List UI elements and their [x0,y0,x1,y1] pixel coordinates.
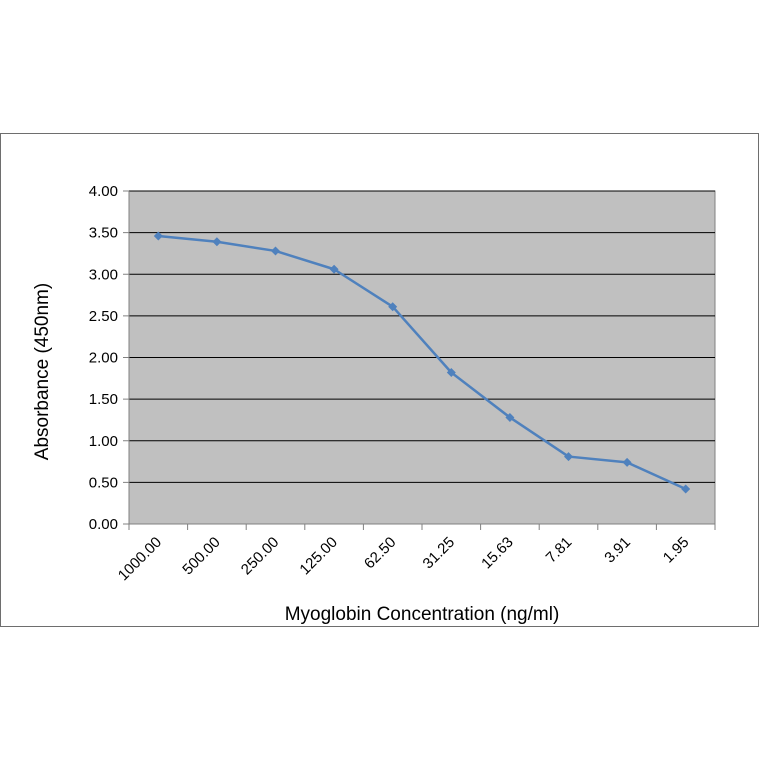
gridlines [129,190,715,483]
data-point [681,484,691,494]
data-point [388,302,398,312]
y-tick-label: 1.00 [89,433,118,450]
x-tick-label: 125.00 [296,534,340,578]
x-tick-label: 250.00 [238,534,282,578]
y-tick-label: 4.00 [89,183,118,200]
x-tick-label: 500.00 [179,534,223,578]
x-tick-label: 31.25 [420,534,459,573]
x-tick-label: 1000.00 [115,534,165,584]
x-axis-title: Myoglobin Concentration (ng/ml) [285,604,560,625]
data-point [505,412,515,422]
x-tick-label: 7.81 [543,534,576,567]
y-tick-label: 2.50 [89,308,118,325]
y-tick-label: 0.00 [89,516,118,533]
chart: 0.00 0.50 1.00 1.50 2.00 2.50 3.00 3.50 4.00 100… [32,183,716,625]
y-tick-label: 3.00 [89,266,118,283]
data-point [446,367,456,377]
data-point [271,246,280,256]
x-tick-label: 62.50 [361,534,400,573]
data-point [329,264,339,274]
data-markers [153,231,691,494]
y-tick-label: 1.50 [89,391,118,408]
data-point [564,452,573,462]
y-tick-label: 0.50 [89,474,118,491]
y-tick-labels: 0.00 0.50 1.00 1.50 2.00 2.50 3.00 3.50 4.00 [89,183,129,533]
x-tick-label: 3.91 [601,534,634,567]
y-tick-label: 3.50 [89,225,118,242]
series-line [158,234,687,491]
x-tick-labels: 1000.00 500.00 250.00 125.00 62.50 31.25 15.63… [115,524,716,584]
x-tick-label: 15.63 [478,534,517,573]
chart-frame: 0.00 0.50 1.00 1.50 2.00 2.50 3.00 3.50 4.00 100… [0,133,759,627]
y-tick-label: 2.00 [89,350,118,367]
data-point [622,457,632,467]
x-tick-label: 1.95 [660,534,693,567]
y-axis-title: Absorbance (450nm) [32,283,53,460]
data-point [212,237,222,247]
data-point [153,231,163,241]
